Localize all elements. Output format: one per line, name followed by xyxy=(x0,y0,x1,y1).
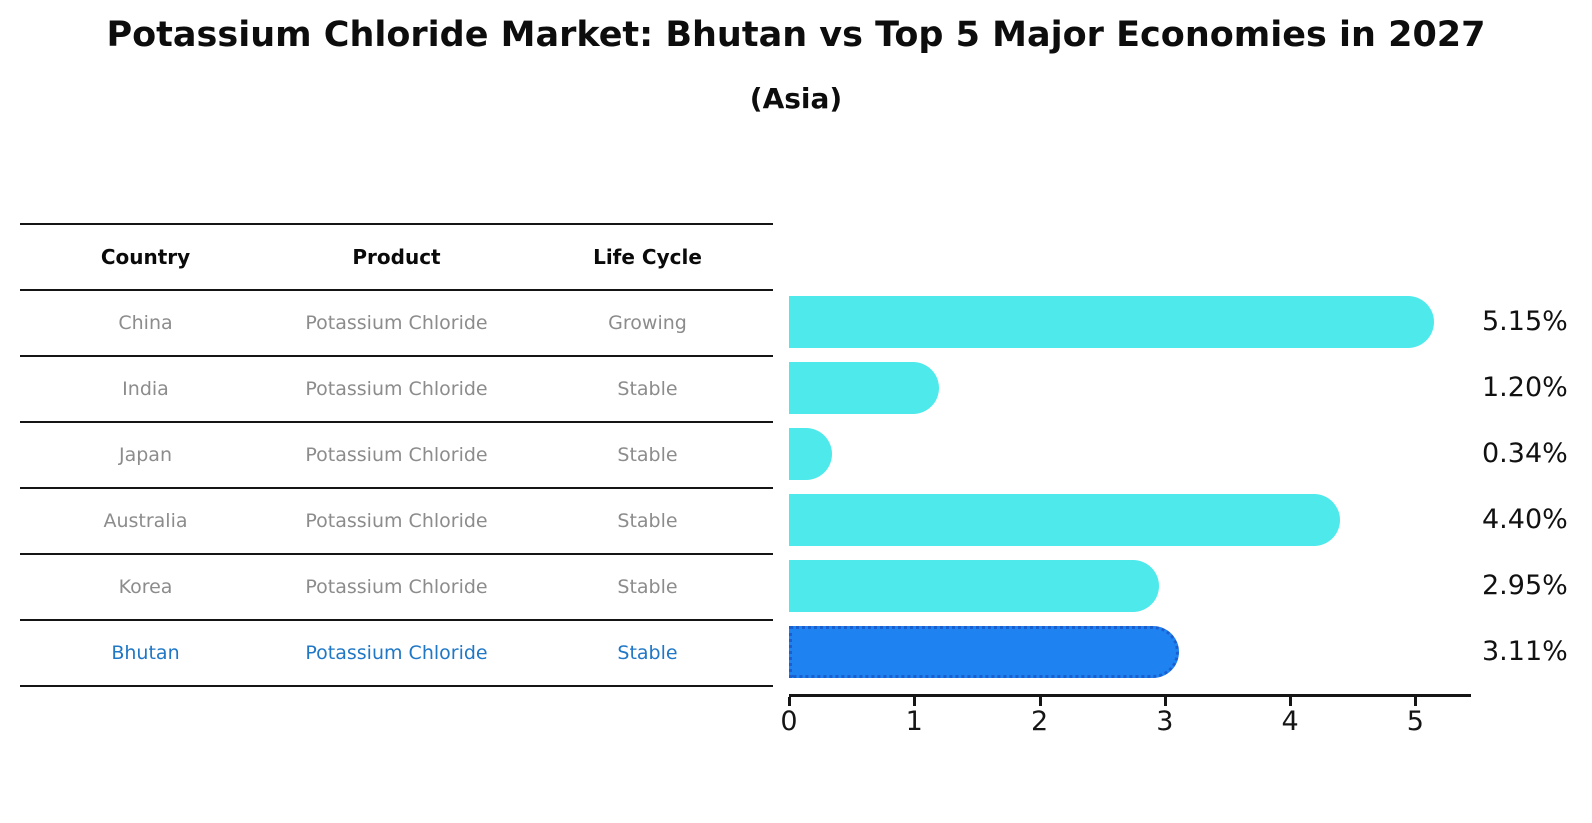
cell-country: China xyxy=(118,312,173,334)
bar-value-label: 3.11% xyxy=(1482,636,1568,667)
table-row: India Potassium Chloride Stable xyxy=(20,357,773,423)
bar-bhutan xyxy=(789,626,1179,678)
table-header-row: Country Product Life Cycle xyxy=(20,225,773,291)
cell-life-cycle: Stable xyxy=(617,576,678,598)
x-axis-tick xyxy=(788,697,791,706)
bar-india xyxy=(789,362,939,414)
bar-row xyxy=(789,355,1468,421)
bar-value-label: 5.15% xyxy=(1482,306,1568,337)
x-axis-tick-label: 5 xyxy=(1406,706,1424,737)
bar-china xyxy=(789,296,1434,348)
cell-product: Potassium Chloride xyxy=(305,312,488,334)
bar-row xyxy=(789,421,1468,487)
x-axis-tick-label: 0 xyxy=(780,706,798,737)
chart-title: Potassium Chloride Market: Bhutan vs Top… xyxy=(106,15,1486,55)
cell-product: Potassium Chloride xyxy=(305,576,488,598)
bar-value-label: 0.34% xyxy=(1482,438,1568,469)
cell-life-cycle: Stable xyxy=(617,642,678,664)
column-header-country: Country xyxy=(100,245,191,269)
table-row: China Potassium Chloride Growing xyxy=(20,291,773,357)
cell-life-cycle: Stable xyxy=(617,510,678,532)
cell-life-cycle: Stable xyxy=(617,378,678,400)
x-axis-tick-label: 4 xyxy=(1281,706,1299,737)
x-axis-tick-label: 3 xyxy=(1156,706,1174,737)
bar-chart-area xyxy=(789,289,1468,686)
table-row: Japan Potassium Chloride Stable xyxy=(20,423,773,489)
cell-product: Potassium Chloride xyxy=(305,378,488,400)
x-axis-tick xyxy=(913,697,917,706)
table-row: Korea Potassium Chloride Stable xyxy=(20,555,773,621)
bar-row xyxy=(789,619,1468,685)
cell-country: India xyxy=(122,378,169,400)
bar-row xyxy=(789,289,1468,355)
x-axis-tick-label: 2 xyxy=(1030,706,1049,737)
bars-container xyxy=(789,289,1468,685)
table-body: China Potassium Chloride Growing India P… xyxy=(20,291,773,687)
bar-australia xyxy=(789,494,1340,546)
x-axis-tick xyxy=(1414,697,1418,706)
x-axis-tick xyxy=(1163,697,1167,706)
table-row: Bhutan Potassium Chloride Stable xyxy=(20,621,773,687)
cell-country: Japan xyxy=(119,444,172,466)
bar-value-label: 1.20% xyxy=(1482,372,1568,403)
bar-row xyxy=(789,487,1468,553)
x-axis-tick xyxy=(1038,697,1042,706)
table-row: Australia Potassium Chloride Stable xyxy=(20,489,773,555)
bar-value-label: 2.95% xyxy=(1482,570,1568,601)
bar-value-label: 4.40% xyxy=(1482,504,1568,535)
cell-life-cycle: Growing xyxy=(608,312,687,334)
bar-japan xyxy=(789,428,832,480)
bar-korea xyxy=(789,560,1159,612)
bar-value-labels: 5.15% 1.20% 0.34% 4.40% 2.95% 3.11% xyxy=(1482,289,1568,685)
column-header-life-cycle: Life Cycle xyxy=(593,245,702,269)
cell-product: Potassium Chloride xyxy=(305,510,488,532)
cell-country: Bhutan xyxy=(111,642,180,664)
chart-subtitle: (Asia) xyxy=(749,82,843,115)
x-axis-tick-label: 1 xyxy=(905,706,923,737)
x-axis-tick xyxy=(1289,697,1293,706)
x-axis-line xyxy=(789,694,1471,697)
country-table: Country Product Life Cycle China Potassi… xyxy=(20,223,773,687)
cell-product: Potassium Chloride xyxy=(305,444,488,466)
cell-country: Australia xyxy=(103,510,188,532)
cell-country: Korea xyxy=(118,576,173,598)
bar-row xyxy=(789,553,1468,619)
cell-life-cycle: Stable xyxy=(617,444,678,466)
cell-product: Potassium Chloride xyxy=(305,642,488,664)
column-header-product: Product xyxy=(352,245,441,269)
